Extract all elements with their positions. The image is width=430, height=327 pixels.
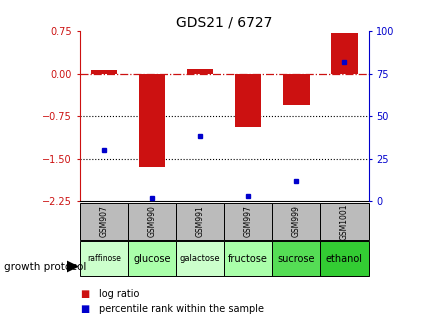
Bar — [90, 70, 117, 74]
Bar — [319, 241, 368, 276]
Text: ■: ■ — [80, 304, 89, 314]
Bar — [224, 241, 272, 276]
Text: raffinose: raffinose — [87, 254, 120, 263]
Text: GSM1001: GSM1001 — [339, 203, 348, 240]
Bar — [319, 203, 368, 240]
Text: growth protocol: growth protocol — [4, 262, 86, 271]
Text: ethanol: ethanol — [325, 254, 362, 264]
Bar — [80, 203, 128, 240]
Bar — [138, 74, 165, 167]
Text: galactose: galactose — [179, 254, 220, 263]
Text: glucose: glucose — [133, 254, 170, 264]
Bar — [224, 203, 272, 240]
Bar — [186, 69, 213, 74]
Bar — [272, 241, 319, 276]
Bar — [234, 74, 261, 128]
Bar — [128, 241, 175, 276]
Text: GSM991: GSM991 — [195, 206, 204, 237]
Bar — [80, 241, 128, 276]
Text: fructose: fructose — [228, 254, 267, 264]
Text: GSM999: GSM999 — [291, 206, 300, 237]
Bar — [175, 203, 224, 240]
Bar — [283, 74, 309, 105]
Bar — [175, 241, 224, 276]
Text: ■: ■ — [80, 289, 89, 299]
Bar — [330, 33, 357, 74]
Text: GSM997: GSM997 — [243, 206, 252, 237]
Text: GSM990: GSM990 — [147, 206, 156, 237]
Text: sucrose: sucrose — [277, 254, 314, 264]
Polygon shape — [67, 261, 77, 272]
Text: percentile rank within the sample: percentile rank within the sample — [99, 304, 264, 314]
Bar — [272, 203, 319, 240]
Text: log ratio: log ratio — [99, 289, 139, 299]
Title: GDS21 / 6727: GDS21 / 6727 — [175, 16, 272, 30]
Text: GSM907: GSM907 — [99, 206, 108, 237]
Bar — [128, 203, 175, 240]
